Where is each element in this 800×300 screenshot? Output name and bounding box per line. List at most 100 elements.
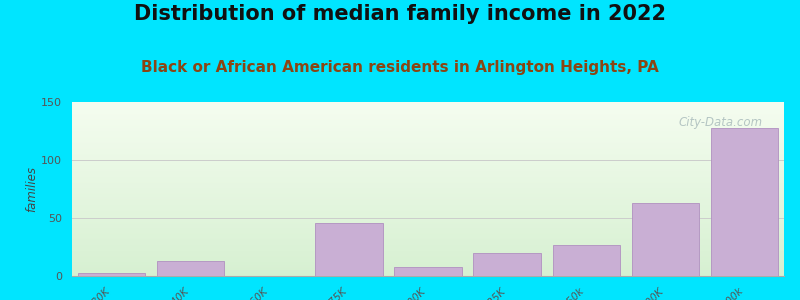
Bar bbox=[72, 246, 784, 247]
Bar bbox=[72, 193, 784, 194]
Bar bbox=[72, 220, 784, 221]
Bar bbox=[72, 184, 784, 185]
Bar bbox=[72, 189, 784, 190]
Bar bbox=[72, 173, 784, 174]
Bar bbox=[72, 152, 784, 153]
Text: Black or African American residents in Arlington Heights, PA: Black or African American residents in A… bbox=[141, 60, 659, 75]
Bar bbox=[72, 212, 784, 213]
Bar bbox=[72, 255, 784, 256]
Bar bbox=[72, 231, 784, 232]
Bar bbox=[72, 253, 784, 254]
Bar bbox=[72, 137, 784, 138]
Bar bbox=[72, 238, 784, 239]
Bar bbox=[72, 275, 784, 276]
Bar bbox=[72, 166, 784, 167]
Bar bbox=[72, 179, 784, 180]
Bar bbox=[72, 234, 784, 235]
Bar bbox=[72, 106, 784, 107]
Bar bbox=[72, 140, 784, 141]
Bar bbox=[72, 164, 784, 165]
Bar bbox=[72, 202, 784, 203]
Bar bbox=[72, 163, 784, 164]
Bar bbox=[72, 256, 784, 257]
Bar bbox=[72, 124, 784, 125]
Bar bbox=[72, 103, 784, 104]
Bar bbox=[72, 218, 784, 219]
Bar bbox=[72, 117, 784, 118]
Bar bbox=[72, 138, 784, 139]
Bar bbox=[72, 110, 784, 111]
Bar bbox=[315, 223, 382, 276]
Bar bbox=[72, 172, 784, 173]
Bar bbox=[72, 266, 784, 267]
Bar bbox=[72, 145, 784, 146]
Bar bbox=[72, 125, 784, 126]
Bar bbox=[72, 236, 784, 237]
Bar bbox=[72, 221, 784, 222]
Bar bbox=[72, 143, 784, 144]
Bar bbox=[72, 226, 784, 227]
Bar bbox=[72, 147, 784, 148]
Bar bbox=[72, 120, 784, 121]
Bar bbox=[72, 192, 784, 193]
Bar bbox=[72, 162, 784, 163]
Bar bbox=[72, 269, 784, 270]
Bar bbox=[72, 199, 784, 200]
Bar bbox=[72, 122, 784, 123]
Bar bbox=[72, 193, 784, 194]
Bar bbox=[72, 123, 784, 124]
Bar bbox=[72, 135, 784, 136]
Bar bbox=[72, 168, 784, 169]
Bar bbox=[72, 271, 784, 272]
Bar bbox=[72, 139, 784, 140]
Bar bbox=[72, 272, 784, 273]
Bar bbox=[72, 105, 784, 106]
Bar bbox=[72, 265, 784, 266]
Bar bbox=[72, 134, 784, 135]
Bar bbox=[72, 254, 784, 255]
Bar bbox=[72, 198, 784, 199]
Bar bbox=[72, 127, 784, 128]
Bar bbox=[72, 136, 784, 137]
Bar bbox=[72, 242, 784, 243]
Bar bbox=[72, 270, 784, 271]
Bar bbox=[72, 149, 784, 150]
Bar bbox=[72, 151, 784, 152]
Bar bbox=[72, 159, 784, 160]
Bar bbox=[157, 261, 224, 276]
Bar bbox=[72, 251, 784, 252]
Bar bbox=[72, 131, 784, 132]
Bar bbox=[72, 210, 784, 211]
Bar bbox=[72, 200, 784, 201]
Bar bbox=[72, 191, 784, 192]
Bar bbox=[72, 129, 784, 130]
Bar bbox=[72, 267, 784, 268]
Bar bbox=[72, 209, 784, 210]
Bar bbox=[72, 201, 784, 202]
Bar bbox=[72, 258, 784, 259]
Bar bbox=[72, 216, 784, 217]
Bar bbox=[72, 130, 784, 131]
Bar bbox=[72, 268, 784, 269]
Bar bbox=[72, 121, 784, 122]
Bar bbox=[72, 217, 784, 218]
Bar bbox=[72, 211, 784, 212]
Bar bbox=[72, 118, 784, 119]
Bar bbox=[72, 259, 784, 260]
Bar bbox=[72, 188, 784, 189]
Bar bbox=[72, 263, 784, 264]
Bar bbox=[72, 109, 784, 110]
Bar bbox=[72, 196, 784, 197]
Bar bbox=[72, 115, 784, 116]
Bar bbox=[474, 253, 541, 276]
Y-axis label: families: families bbox=[26, 166, 38, 212]
Bar bbox=[72, 153, 784, 154]
Bar bbox=[78, 272, 145, 276]
Bar bbox=[72, 241, 784, 242]
Bar bbox=[72, 116, 784, 117]
Bar bbox=[72, 262, 784, 263]
Bar bbox=[72, 160, 784, 161]
Bar bbox=[72, 176, 784, 177]
Bar bbox=[72, 104, 784, 105]
Bar bbox=[72, 203, 784, 204]
